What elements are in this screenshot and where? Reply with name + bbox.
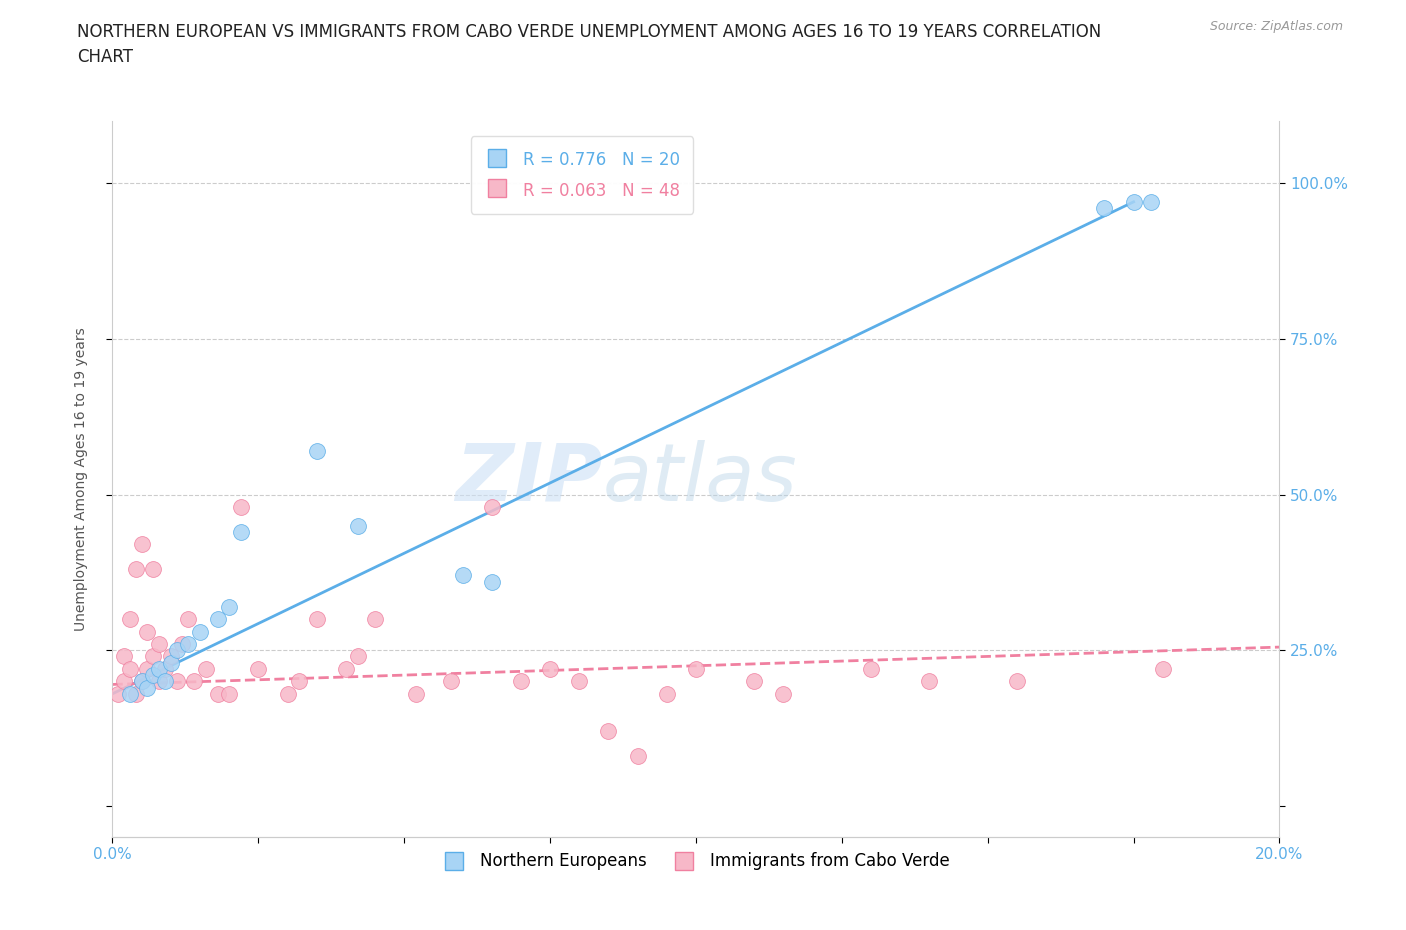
Point (194, 661, 217, 676)
Point (1005, 674, 1028, 689)
Point (405, 686, 427, 701)
Point (177, 636, 200, 651)
Legend: Northern Europeans, Immigrants from Cabo Verde: Northern Europeans, Immigrants from Cabo… (433, 844, 959, 879)
Point (685, 661, 707, 676)
Point (742, 674, 765, 689)
Point (136, 624, 159, 639)
Point (918, 674, 941, 689)
Point (131, 537, 153, 551)
Point (655, 686, 678, 701)
Point (346, 649, 368, 664)
Point (288, 674, 311, 689)
Text: ZIP: ZIP (456, 440, 603, 518)
Point (142, 649, 165, 664)
Point (125, 686, 148, 701)
Point (627, 749, 650, 764)
Point (136, 680, 159, 695)
Point (598, 724, 620, 738)
Point (509, 674, 531, 689)
Point (305, 612, 328, 627)
Point (177, 612, 200, 627)
Point (118, 686, 141, 701)
Point (148, 636, 170, 651)
Point (481, 499, 503, 514)
Text: atlas: atlas (603, 440, 797, 518)
Text: Source: ZipAtlas.com: Source: ZipAtlas.com (1209, 20, 1343, 33)
Point (166, 674, 188, 689)
Point (188, 624, 211, 639)
Point (183, 674, 205, 689)
Point (1140, 194, 1163, 209)
Point (276, 686, 298, 701)
Point (142, 562, 165, 577)
Point (125, 562, 148, 577)
Text: NORTHERN EUROPEAN VS IMMIGRANTS FROM CABO VERDE UNEMPLOYMENT AMONG AGES 16 TO 19: NORTHERN EUROPEAN VS IMMIGRANTS FROM CAB… (77, 23, 1101, 66)
Point (160, 656, 183, 671)
Point (153, 661, 176, 676)
Point (148, 661, 170, 676)
Point (860, 661, 883, 676)
Point (1094, 201, 1116, 216)
Point (229, 499, 252, 514)
Point (538, 661, 561, 676)
Point (166, 643, 188, 658)
Point (148, 674, 170, 689)
Point (136, 661, 159, 676)
Point (247, 661, 270, 676)
Point (131, 674, 153, 689)
Point (229, 525, 252, 539)
Point (218, 599, 240, 614)
Point (131, 674, 153, 689)
Point (481, 574, 503, 589)
Point (160, 649, 183, 664)
Point (142, 668, 165, 683)
Point (218, 686, 240, 701)
Point (335, 661, 357, 676)
Point (112, 649, 135, 664)
Point (207, 686, 229, 701)
Point (207, 612, 229, 627)
Point (364, 612, 387, 627)
Point (1122, 194, 1144, 209)
Point (112, 674, 135, 689)
Point (1152, 661, 1174, 676)
Point (305, 444, 328, 458)
Point (118, 661, 141, 676)
Point (107, 686, 129, 701)
Point (153, 674, 176, 689)
Y-axis label: Unemployment Among Ages 16 to 19 years: Unemployment Among Ages 16 to 19 years (75, 327, 89, 631)
Point (440, 674, 463, 689)
Point (451, 568, 474, 583)
Point (568, 674, 591, 689)
Point (346, 518, 368, 533)
Point (772, 686, 794, 701)
Point (172, 636, 194, 651)
Point (118, 612, 141, 627)
